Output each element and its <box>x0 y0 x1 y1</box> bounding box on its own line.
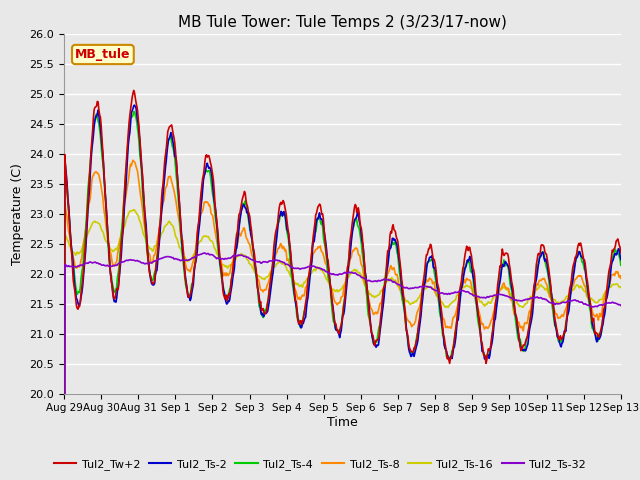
Y-axis label: Temperature (C): Temperature (C) <box>11 163 24 264</box>
Legend: Tul2_Tw+2, Tul2_Ts-2, Tul2_Ts-4, Tul2_Ts-8, Tul2_Ts-16, Tul2_Ts-32: Tul2_Tw+2, Tul2_Ts-2, Tul2_Ts-4, Tul2_Ts… <box>49 455 591 474</box>
Title: MB Tule Tower: Tule Temps 2 (3/23/17-now): MB Tule Tower: Tule Temps 2 (3/23/17-now… <box>178 15 507 30</box>
Text: MB_tule: MB_tule <box>75 48 131 61</box>
X-axis label: Time: Time <box>327 416 358 429</box>
